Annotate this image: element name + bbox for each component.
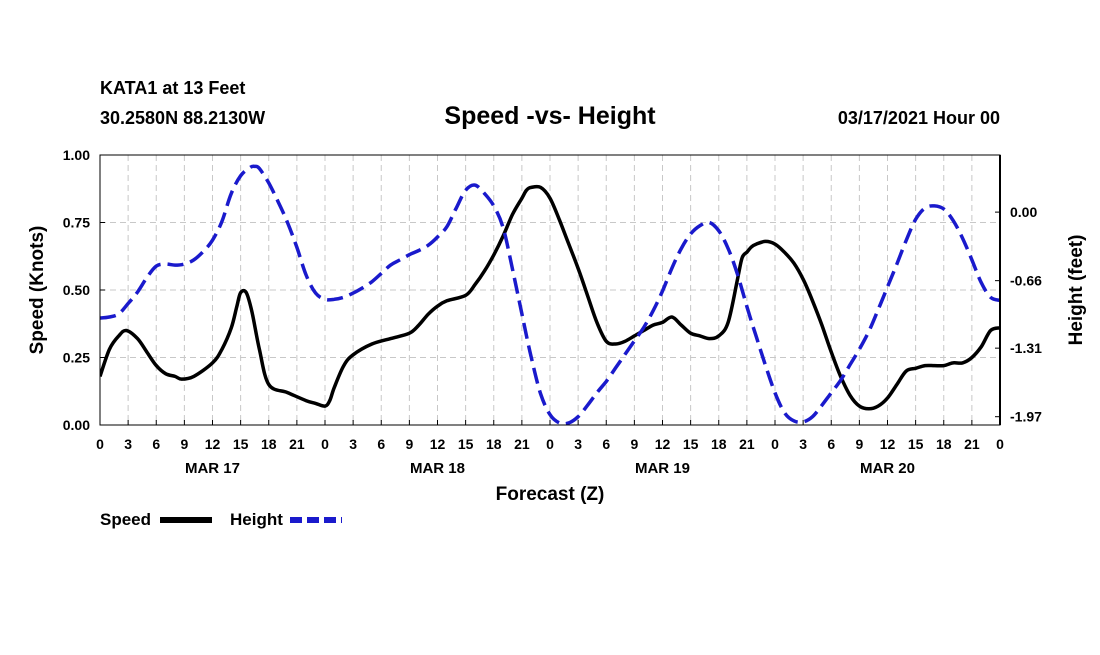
x-tick-label: 9 bbox=[405, 436, 413, 452]
y2-tick-label: -0.66 bbox=[1010, 273, 1042, 289]
x-tick-label: 12 bbox=[880, 436, 896, 452]
x-tick-label: 21 bbox=[964, 436, 980, 452]
y2-tick-label: -1.97 bbox=[1010, 409, 1042, 425]
x-tick-label: 6 bbox=[827, 436, 835, 452]
height-line bbox=[100, 164, 1000, 425]
x-tick-label: 6 bbox=[377, 436, 385, 452]
x-tick-label: 9 bbox=[855, 436, 863, 452]
x-tick-label: 3 bbox=[799, 436, 807, 452]
x-tick-label: 21 bbox=[739, 436, 755, 452]
y-tick-label: 0.25 bbox=[63, 350, 90, 366]
x-tick-label: 3 bbox=[349, 436, 357, 452]
legend-height-label: Height bbox=[230, 510, 283, 529]
x-tick-label: 21 bbox=[289, 436, 305, 452]
x-tick-label: 0 bbox=[96, 436, 104, 452]
x-tick-label: 0 bbox=[546, 436, 554, 452]
station-name: KATA1 at 13 Feet bbox=[100, 78, 245, 98]
x-tick-label: 18 bbox=[936, 436, 952, 452]
x-tick-label: 18 bbox=[486, 436, 502, 452]
legend-speed-label: Speed bbox=[100, 510, 151, 529]
axes: 0 3 6 9 12 15 18 21 0 3 6 9 12 15 18 21 0 3 6 9 12 15 18 21 0 3 6 9… bbox=[63, 147, 1042, 477]
y2-tick-label: 0.00 bbox=[1010, 204, 1037, 220]
x-tick-label: 21 bbox=[514, 436, 530, 452]
x-tick-label: 15 bbox=[458, 436, 474, 452]
y-tick-label: 0.00 bbox=[63, 417, 90, 433]
x-tick-label: 3 bbox=[574, 436, 582, 452]
legend: Speed Height bbox=[100, 510, 342, 529]
chart-title: Speed -vs- Height bbox=[444, 102, 656, 130]
forecast-datetime: 03/17/2021 Hour 00 bbox=[838, 108, 1000, 128]
x-axis-label: Forecast (Z) bbox=[496, 484, 605, 505]
grid bbox=[100, 155, 1000, 425]
y2-tick-label: -1.31 bbox=[1010, 340, 1042, 356]
station-location: 30.2580N 88.2130W bbox=[100, 108, 265, 128]
x-tick-label: 12 bbox=[205, 436, 221, 452]
series-group bbox=[100, 164, 1000, 425]
x-tick-label: 18 bbox=[261, 436, 277, 452]
x-tick-label: 6 bbox=[602, 436, 610, 452]
date-label: MAR 19 bbox=[635, 460, 690, 477]
x-tick-label: 15 bbox=[233, 436, 249, 452]
x-tick-label: 9 bbox=[180, 436, 188, 452]
x-tick-label: 0 bbox=[996, 436, 1004, 452]
x-tick-label: 12 bbox=[655, 436, 671, 452]
y-axis-label: Speed (Knots) bbox=[27, 226, 48, 355]
y-tick-label: 0.75 bbox=[63, 215, 90, 231]
x-tick-label: 18 bbox=[711, 436, 727, 452]
x-tick-label: 0 bbox=[321, 436, 329, 452]
x-tick-label: 12 bbox=[430, 436, 446, 452]
y-tick-label: 0.50 bbox=[63, 282, 90, 298]
x-tick-label: 15 bbox=[683, 436, 699, 452]
x-tick-label: 3 bbox=[124, 436, 132, 452]
date-label: MAR 18 bbox=[410, 460, 465, 477]
date-label: MAR 20 bbox=[860, 460, 915, 477]
speed-line bbox=[100, 184, 1000, 411]
x-tick-label: 0 bbox=[771, 436, 779, 452]
date-label: MAR 17 bbox=[185, 460, 240, 477]
y2-axis-label: Height (feet) bbox=[1066, 235, 1087, 346]
x-tick-label: 6 bbox=[152, 436, 160, 452]
x-tick-label: 15 bbox=[908, 436, 924, 452]
y-tick-label: 1.00 bbox=[63, 147, 90, 163]
x-tick-label: 9 bbox=[630, 436, 638, 452]
